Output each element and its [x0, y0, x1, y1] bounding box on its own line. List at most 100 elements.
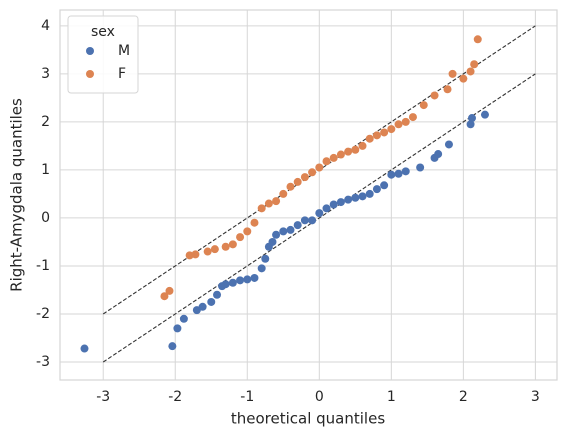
point [250, 218, 259, 227]
x-tick-label: -2 [168, 389, 182, 405]
point [365, 189, 374, 198]
y-tick-label: 2 [41, 114, 50, 130]
point [228, 278, 237, 287]
point [344, 195, 353, 204]
point [329, 200, 338, 209]
point [272, 197, 281, 206]
point [257, 204, 266, 213]
point [168, 342, 177, 351]
y-tick-label: 4 [41, 18, 50, 34]
point [470, 60, 479, 69]
point [264, 199, 273, 208]
legend-box [67, 15, 139, 94]
point [191, 250, 200, 259]
point [444, 140, 453, 149]
point [372, 185, 381, 194]
point [468, 114, 477, 123]
point [160, 292, 169, 301]
point [394, 169, 403, 178]
point [358, 141, 367, 150]
y-axis-label: Right-Amygdala quantiles [8, 98, 26, 292]
point [372, 131, 381, 140]
point [272, 230, 281, 239]
point [213, 290, 222, 299]
point [419, 101, 428, 110]
point [387, 125, 396, 134]
x-axis-label: theoretical quantiles [231, 410, 385, 428]
point [329, 153, 338, 162]
point [365, 134, 374, 143]
point [387, 170, 396, 179]
legend-title: sex [91, 24, 115, 40]
point [473, 35, 482, 44]
point [198, 302, 207, 311]
point [210, 245, 219, 254]
point [293, 177, 302, 186]
point [401, 117, 410, 126]
x-tick-label: -1 [240, 389, 254, 405]
point [416, 163, 425, 172]
point [308, 216, 317, 225]
point [179, 314, 188, 323]
point [434, 150, 443, 159]
point [236, 276, 245, 285]
point [165, 286, 174, 295]
point [250, 273, 259, 282]
point [261, 254, 270, 263]
x-tick-label: 1 [387, 389, 396, 405]
point [401, 167, 410, 176]
point [243, 275, 252, 284]
point [268, 237, 277, 246]
x-tick-label: 3 [531, 389, 540, 405]
y-tick-label: -1 [36, 258, 50, 274]
point [466, 120, 475, 129]
point [300, 173, 309, 182]
point [380, 128, 389, 137]
y-tick-label: 3 [41, 66, 50, 82]
point [322, 157, 331, 166]
point [315, 209, 324, 218]
point [466, 67, 475, 76]
point [192, 306, 201, 315]
point [351, 193, 360, 202]
point [336, 198, 345, 207]
point [430, 91, 439, 100]
point [293, 221, 302, 230]
point [236, 233, 245, 242]
point [243, 227, 252, 236]
point [358, 192, 367, 201]
point [308, 168, 317, 177]
legend-marker [86, 47, 94, 55]
x-tick-label: 2 [459, 389, 468, 405]
point [173, 324, 182, 333]
point [300, 216, 309, 225]
point [448, 69, 457, 78]
point [286, 182, 295, 191]
y-tick-label: -2 [36, 306, 50, 322]
point [221, 242, 230, 251]
point [459, 74, 468, 83]
y-tick-label: -3 [36, 354, 50, 370]
x-tick-label: -3 [96, 389, 110, 405]
point [480, 110, 489, 119]
point [207, 297, 216, 306]
point [408, 113, 417, 122]
plot-frame [59, 9, 558, 381]
point [203, 247, 212, 256]
point [322, 204, 331, 213]
y-tick-label: 1 [41, 162, 50, 178]
point [344, 147, 353, 156]
point [351, 145, 360, 154]
x-tick-label: 0 [315, 389, 324, 405]
point [80, 344, 89, 353]
point [228, 240, 237, 249]
point [286, 225, 295, 234]
point [336, 150, 345, 159]
point [394, 120, 403, 129]
point [315, 163, 324, 172]
point [279, 227, 288, 236]
point [257, 264, 266, 273]
point [380, 181, 389, 190]
y-tick-label: 0 [41, 210, 50, 226]
legend-label: M [118, 43, 130, 59]
